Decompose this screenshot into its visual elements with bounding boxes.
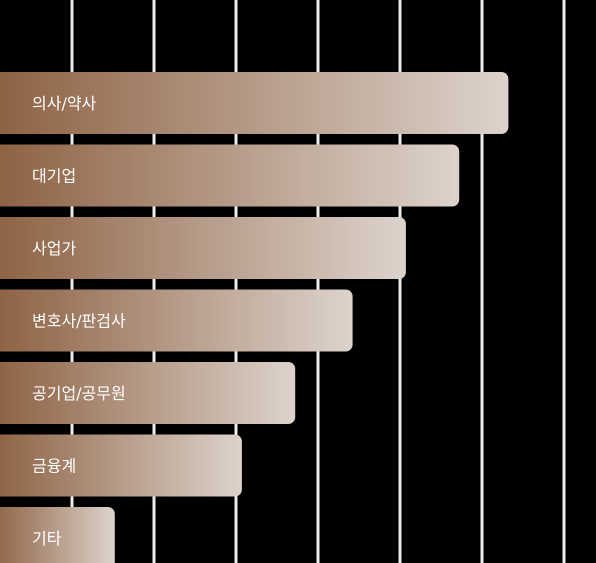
bar [0,507,115,563]
bar [0,289,353,352]
bar-label: 변호사/판검사 [32,312,126,331]
bar-label: 사업가 [32,239,76,258]
bars [0,72,509,563]
bar [0,434,242,497]
bar [0,217,406,279]
bar-label: 금융계 [32,457,76,476]
bar-label: 대기업 [32,167,76,186]
bar-label: 기타 [32,529,62,548]
bar-label: 의사/약사 [32,94,97,113]
bar-label: 공기업/공무원 [32,384,126,403]
bar [0,72,509,134]
bar [0,362,296,424]
bar [0,144,460,207]
